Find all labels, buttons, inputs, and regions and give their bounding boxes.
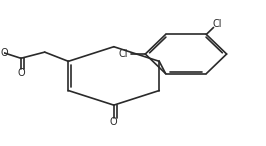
Text: O: O bbox=[110, 117, 118, 127]
Text: Cl: Cl bbox=[213, 19, 222, 29]
Text: O: O bbox=[0, 48, 8, 58]
Text: Cl: Cl bbox=[118, 49, 128, 59]
Text: O: O bbox=[17, 68, 25, 78]
